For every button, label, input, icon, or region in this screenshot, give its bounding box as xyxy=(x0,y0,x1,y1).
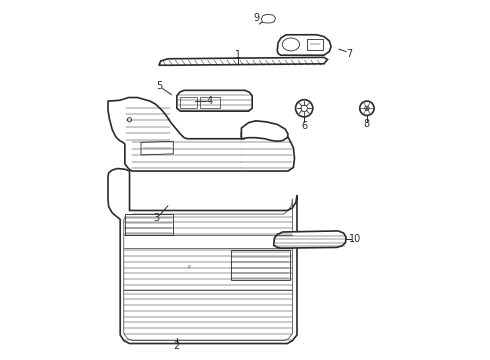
Text: 3: 3 xyxy=(153,213,159,223)
Polygon shape xyxy=(277,35,331,55)
Text: 2: 2 xyxy=(174,341,180,351)
Polygon shape xyxy=(200,97,220,108)
Ellipse shape xyxy=(365,106,369,111)
Polygon shape xyxy=(125,214,172,234)
Polygon shape xyxy=(108,98,294,171)
Text: c: c xyxy=(188,264,191,269)
Polygon shape xyxy=(242,121,288,141)
Text: 7: 7 xyxy=(346,49,353,59)
Polygon shape xyxy=(159,57,327,65)
Ellipse shape xyxy=(360,101,374,116)
Polygon shape xyxy=(108,168,297,343)
Text: 5: 5 xyxy=(156,81,162,91)
Text: 1: 1 xyxy=(235,50,241,60)
Polygon shape xyxy=(231,250,290,280)
Text: 6: 6 xyxy=(301,121,307,131)
Polygon shape xyxy=(180,97,196,108)
Ellipse shape xyxy=(295,100,313,117)
Text: 9: 9 xyxy=(253,13,260,23)
Polygon shape xyxy=(177,90,252,111)
Polygon shape xyxy=(307,39,323,50)
Polygon shape xyxy=(262,14,275,23)
Text: 4: 4 xyxy=(206,96,212,106)
Polygon shape xyxy=(141,141,173,155)
Text: 10: 10 xyxy=(349,234,362,244)
Text: 8: 8 xyxy=(364,120,370,129)
Polygon shape xyxy=(274,231,346,248)
Ellipse shape xyxy=(301,105,307,112)
